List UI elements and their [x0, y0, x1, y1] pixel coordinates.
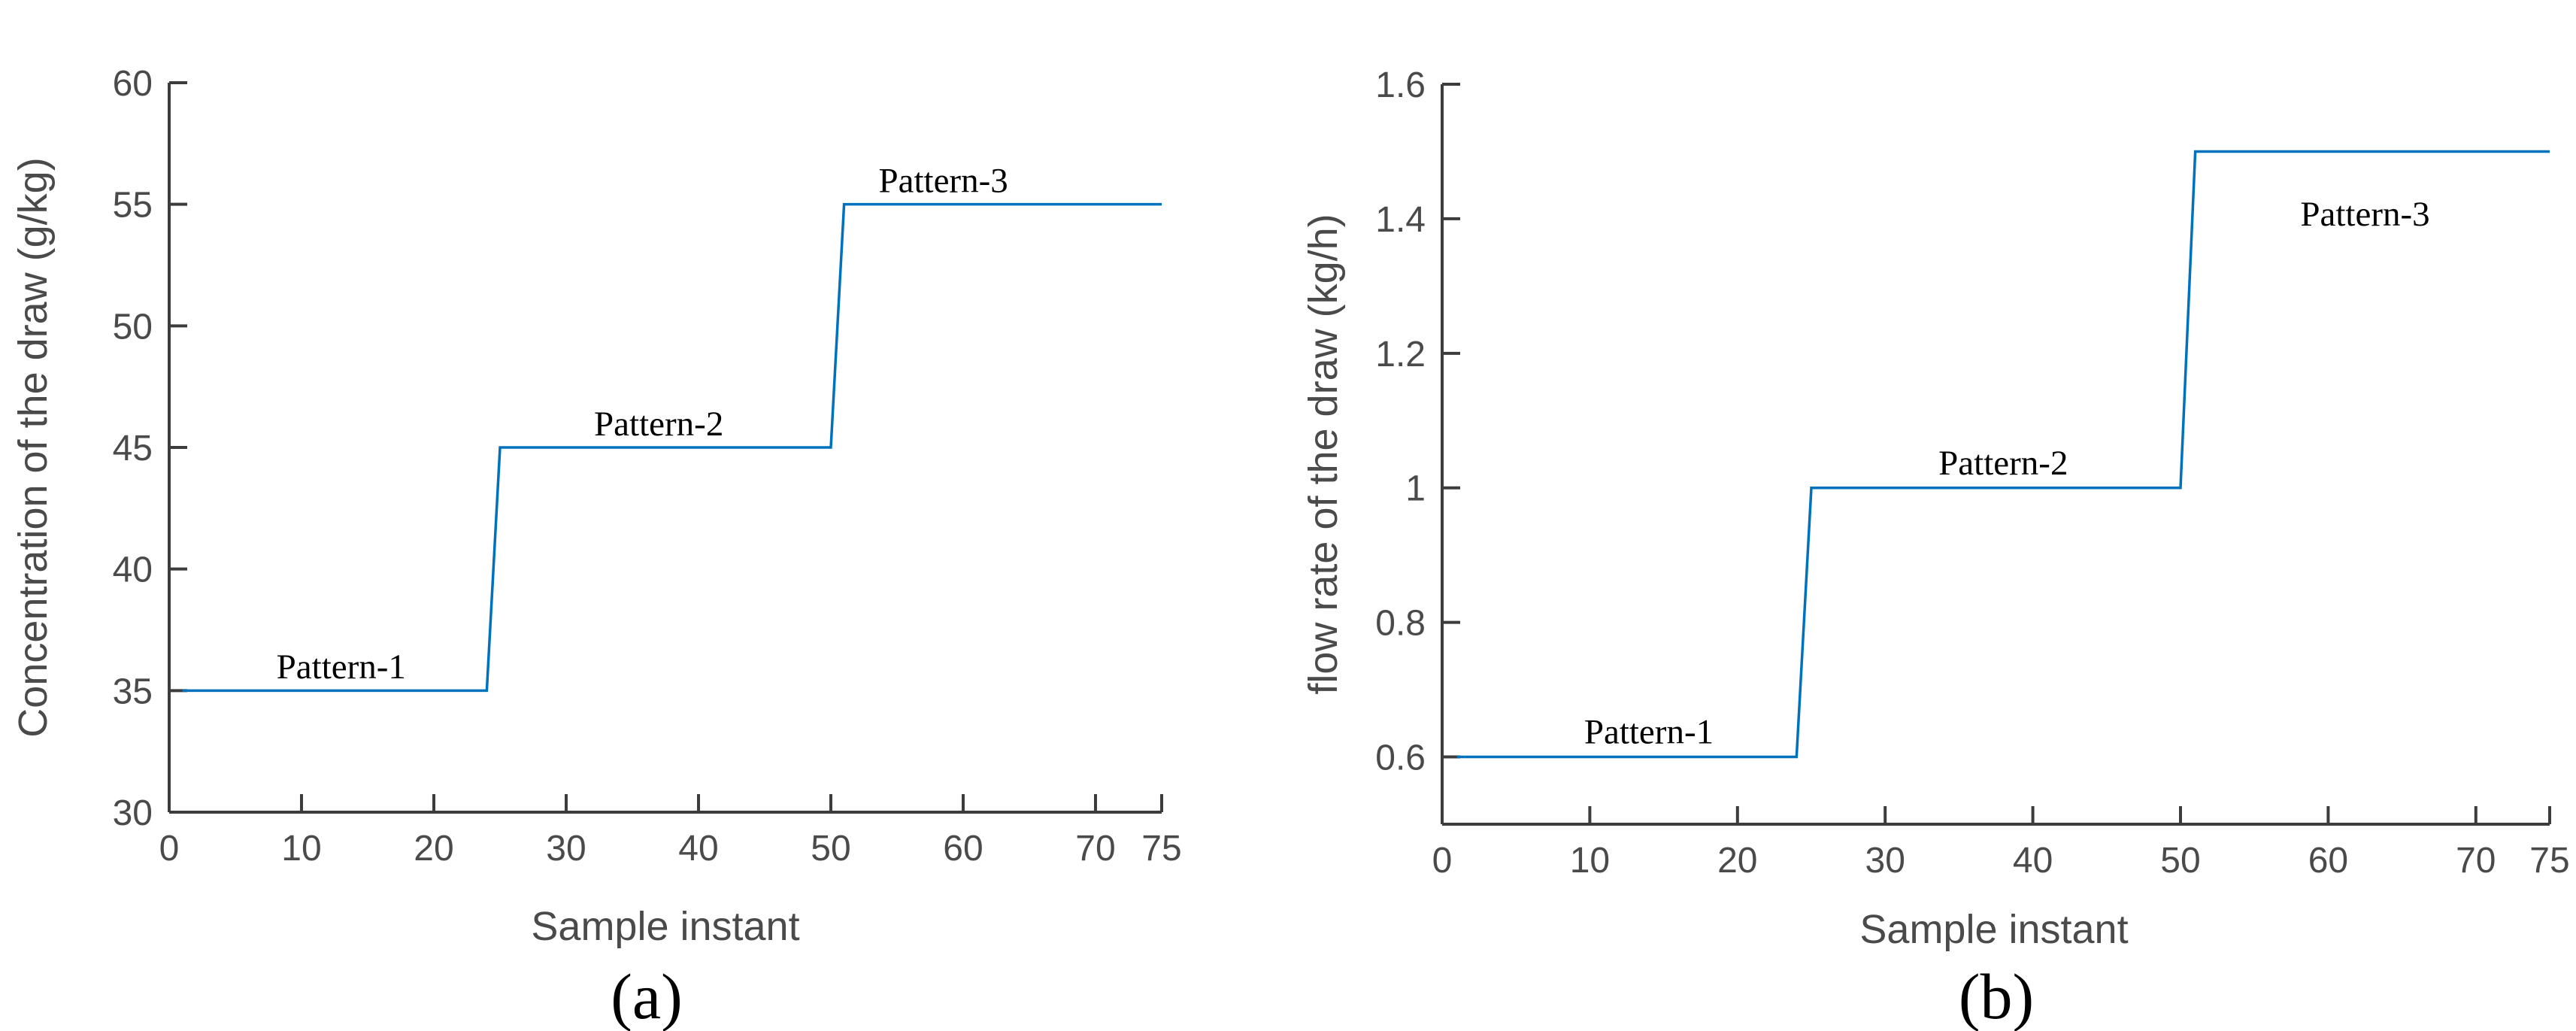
x-tick-label: 40	[2013, 841, 2053, 881]
panel-b-x-axis-label: Sample instant	[1859, 907, 2128, 952]
y-tick-label: 0.8	[1375, 604, 1426, 644]
series-line	[1456, 150, 2550, 759]
y-tick-label: 50	[113, 307, 153, 347]
y-tick-label: 60	[113, 64, 153, 104]
y-tick-label: 35	[113, 672, 153, 711]
x-tick-label: 20	[1717, 841, 1757, 881]
x-tick-label: 20	[414, 829, 453, 869]
pattern-annotation: Pattern-2	[594, 405, 723, 444]
x-tick-label: 70	[1075, 829, 1115, 869]
x-tick-label: 60	[943, 829, 983, 869]
panel-b: 0 10 20 30 40 50 60 70 75 0.6 0.8 1 1.2 1.4 1.6 Pattern…	[1375, 65, 2569, 881]
x-tick-label: 75	[1141, 829, 1181, 869]
x-tick-label: 40	[678, 829, 718, 869]
x-tick-label: 70	[2456, 841, 2496, 881]
y-tick-label: 1.6	[1375, 65, 1426, 105]
y-tick-label: 30	[113, 793, 153, 833]
x-tick-label: 10	[281, 829, 321, 869]
y-tick-label: 0.6	[1375, 738, 1426, 778]
x-tick-label: 30	[1865, 841, 1905, 881]
x-tick-label: 60	[2308, 841, 2348, 881]
x-tick-label: 50	[2160, 841, 2200, 881]
y-tick-label: 45	[113, 429, 153, 468]
y-tick-label: 1	[1405, 469, 1426, 509]
panel-a-caption: (a)	[611, 960, 682, 1031]
y-tick-label: 55	[113, 186, 153, 226]
panel-b-caption: (b)	[1959, 960, 2034, 1031]
y-tick-label: 40	[113, 550, 153, 590]
panel-a: 0 10 20 30 40 50 60 70 75 30 35 40 45 50 55 60 Pattern-1…	[113, 64, 1182, 869]
panel-a-y-axis-label: Concentration of the draw (g/kg)	[11, 157, 56, 737]
pattern-annotation: Pattern-1	[1584, 713, 1714, 752]
pattern-annotation: Pattern-3	[2300, 195, 2429, 234]
x-tick-label: 50	[811, 829, 850, 869]
panel-b-y-axis-label: flow rate of the draw (kg/h)	[1301, 214, 1346, 694]
pattern-annotation: Pattern-2	[1938, 444, 2068, 483]
x-tick-label: 10	[1570, 841, 1610, 881]
series-line	[182, 202, 1162, 693]
panel-a-x-axis-label: Sample instant	[531, 904, 799, 949]
x-tick-label: 0	[159, 829, 180, 869]
pattern-annotation: Pattern-1	[277, 647, 406, 687]
x-tick-label: 30	[546, 829, 586, 869]
y-tick-label: 1.2	[1375, 335, 1426, 374]
x-tick-label: 0	[1432, 841, 1453, 881]
x-tick-label: 75	[2529, 841, 2569, 881]
y-tick-label: 1.4	[1375, 200, 1426, 240]
pattern-annotation: Pattern-3	[878, 162, 1008, 201]
